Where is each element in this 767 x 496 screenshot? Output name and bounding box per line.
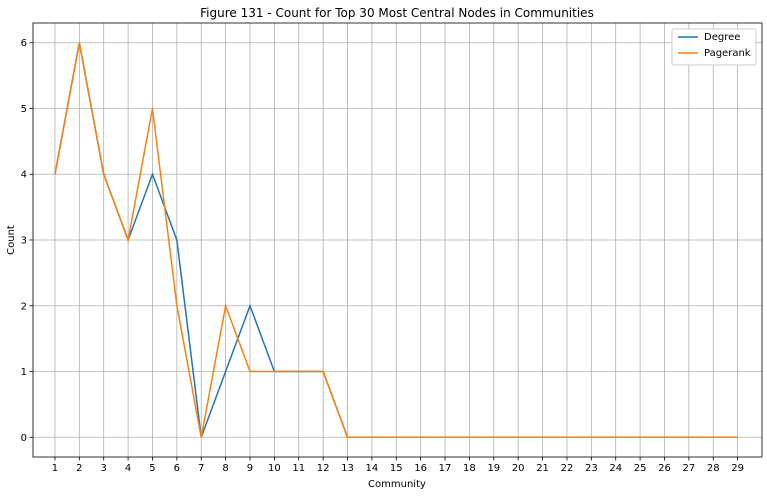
x-tick-label: 26 — [658, 463, 671, 474]
x-tick-label: 12 — [317, 463, 330, 474]
x-tick-label: 4 — [125, 463, 131, 474]
x-tick-label: 3 — [101, 463, 107, 474]
x-tick-label: 21 — [536, 463, 549, 474]
x-tick-label: 13 — [341, 463, 354, 474]
x-tick-label: 11 — [292, 463, 305, 474]
x-tick-label: 1 — [52, 463, 58, 474]
x-tick-label: 10 — [268, 463, 281, 474]
legend-label-pagerank: Pagerank — [704, 48, 751, 59]
legend-label-degree: Degree — [704, 32, 740, 43]
x-tick-label: 17 — [439, 463, 452, 474]
x-tick-label: 19 — [487, 463, 500, 474]
x-tick-label: 2 — [76, 463, 82, 474]
y-axis: 0 1 2 3 4 5 6 — [21, 38, 33, 444]
y-axis-label: Count — [6, 225, 17, 255]
x-tick-label: 16 — [414, 463, 427, 474]
x-tick-label: 8 — [222, 463, 228, 474]
x-tick-label: 15 — [390, 463, 403, 474]
x-tick-label: 24 — [609, 463, 622, 474]
series-lines — [54, 42, 738, 439]
y-tick-label: 3 — [21, 236, 27, 247]
x-tick-label: 6 — [174, 463, 180, 474]
y-tick-label: 5 — [21, 104, 27, 115]
x-tick-label: 23 — [585, 463, 598, 474]
x-tick-label: 7 — [198, 463, 204, 474]
x-tick-label: 5 — [149, 463, 155, 474]
y-tick-label: 0 — [21, 433, 27, 444]
chart-title: Figure 131 - Count for Top 30 Most Centr… — [200, 6, 594, 20]
y-tick-label: 1 — [21, 367, 27, 378]
x-tick-label: 20 — [512, 463, 525, 474]
series-line-pagerank — [54, 42, 738, 439]
y-tick-label: 6 — [21, 38, 27, 49]
x-tick-label: 18 — [463, 463, 476, 474]
legend-box — [671, 28, 757, 66]
y-tick-label: 2 — [21, 301, 27, 312]
grid-lines — [33, 23, 762, 457]
x-tick-label: 9 — [247, 463, 253, 474]
x-tick-label: 28 — [707, 463, 720, 474]
y-tick-label: 4 — [21, 170, 27, 181]
x-tick-label: 29 — [731, 463, 744, 474]
legend: Degree Pagerank — [671, 28, 757, 66]
x-tick-label: 27 — [682, 463, 695, 474]
x-tick-label: 25 — [634, 463, 647, 474]
x-tick-label: 14 — [366, 463, 379, 474]
x-axis: 1 2 3 4 5 6 7 8 9 10 11 12 13 14 15 16 17 18 19 20 21 22 23 24 2… — [52, 457, 744, 474]
x-axis-label: Community — [368, 479, 426, 490]
x-tick-label: 22 — [561, 463, 574, 474]
